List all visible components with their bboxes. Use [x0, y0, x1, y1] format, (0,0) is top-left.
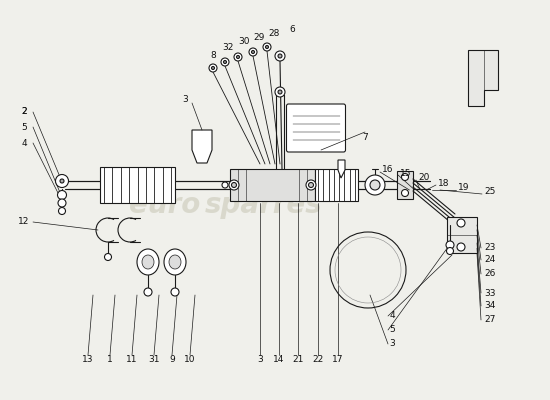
Text: 5: 5: [21, 122, 27, 132]
Bar: [230, 169, 315, 201]
Bar: [315, 169, 358, 201]
Circle shape: [60, 179, 64, 183]
Text: 9: 9: [169, 356, 175, 364]
Text: 27: 27: [485, 316, 496, 324]
Text: 4: 4: [389, 312, 395, 320]
Ellipse shape: [164, 249, 186, 275]
Text: 8: 8: [210, 50, 216, 60]
Text: 4: 4: [21, 138, 27, 148]
Circle shape: [104, 254, 112, 260]
Text: 21: 21: [292, 356, 304, 364]
Text: 13: 13: [82, 356, 94, 364]
Text: 6: 6: [289, 24, 295, 34]
Text: 1: 1: [107, 356, 113, 364]
Text: 2: 2: [21, 108, 27, 116]
Text: 30: 30: [238, 38, 250, 46]
Text: 2: 2: [21, 108, 27, 116]
Text: 7: 7: [362, 134, 368, 142]
Circle shape: [249, 48, 257, 56]
Circle shape: [457, 219, 465, 227]
Text: 15: 15: [400, 168, 412, 178]
Circle shape: [229, 180, 239, 190]
Circle shape: [266, 46, 268, 48]
Polygon shape: [338, 160, 345, 178]
Text: sparres: sparres: [205, 191, 323, 219]
Circle shape: [402, 174, 409, 180]
Text: 28: 28: [268, 28, 280, 38]
Circle shape: [58, 199, 66, 207]
Circle shape: [58, 208, 65, 214]
Text: 26: 26: [485, 270, 496, 278]
Ellipse shape: [142, 255, 154, 269]
Circle shape: [278, 54, 282, 58]
Circle shape: [221, 58, 229, 66]
Text: 31: 31: [148, 356, 159, 364]
Circle shape: [263, 43, 271, 51]
Circle shape: [232, 182, 236, 188]
Circle shape: [222, 182, 228, 188]
Polygon shape: [468, 50, 498, 106]
Circle shape: [223, 60, 227, 64]
Text: 25: 25: [485, 188, 496, 196]
Text: 12: 12: [18, 218, 30, 226]
Text: euro: euro: [129, 191, 200, 219]
Circle shape: [56, 174, 69, 188]
Text: 5: 5: [389, 326, 395, 334]
Circle shape: [234, 53, 242, 61]
Text: 11: 11: [126, 356, 138, 364]
Circle shape: [278, 90, 282, 94]
Circle shape: [447, 248, 454, 254]
Text: 34: 34: [485, 302, 496, 310]
Circle shape: [306, 180, 316, 190]
Text: 17: 17: [332, 356, 344, 364]
Circle shape: [236, 56, 239, 58]
Polygon shape: [192, 130, 212, 163]
Circle shape: [171, 288, 179, 296]
Bar: [447, 217, 477, 253]
Circle shape: [212, 66, 214, 70]
Text: 14: 14: [273, 356, 285, 364]
Circle shape: [144, 288, 152, 296]
Text: 3: 3: [389, 340, 395, 348]
Circle shape: [457, 243, 465, 251]
Circle shape: [275, 51, 285, 61]
Text: 29: 29: [254, 32, 265, 42]
Circle shape: [365, 175, 385, 195]
Text: 16: 16: [382, 166, 394, 174]
Text: 19: 19: [458, 184, 470, 192]
Circle shape: [309, 182, 313, 188]
Circle shape: [209, 64, 217, 72]
Text: 10: 10: [184, 356, 196, 364]
Text: 22: 22: [312, 356, 323, 364]
Text: 33: 33: [484, 288, 496, 298]
Text: 23: 23: [485, 244, 496, 252]
Circle shape: [370, 180, 380, 190]
Circle shape: [446, 241, 454, 249]
Bar: [397, 171, 413, 199]
Text: 18: 18: [438, 178, 450, 188]
Ellipse shape: [169, 255, 181, 269]
Text: 20: 20: [419, 174, 430, 182]
Circle shape: [58, 190, 67, 200]
Circle shape: [275, 87, 285, 97]
Bar: [100, 167, 175, 203]
Circle shape: [251, 50, 255, 54]
Text: 3: 3: [257, 356, 263, 364]
Text: 32: 32: [222, 44, 234, 52]
Text: 24: 24: [485, 256, 496, 264]
FancyBboxPatch shape: [287, 104, 345, 152]
Circle shape: [402, 190, 409, 196]
Ellipse shape: [137, 249, 159, 275]
Text: 3: 3: [182, 96, 188, 104]
